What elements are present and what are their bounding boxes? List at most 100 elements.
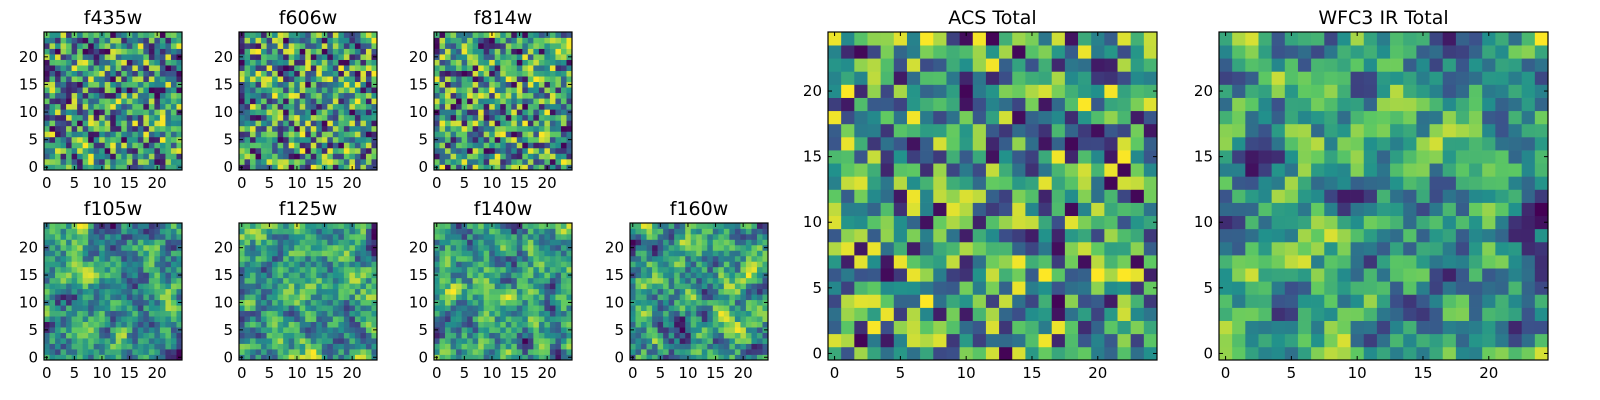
heatmap-cell [696,228,703,235]
heatmap-cell [49,338,56,344]
heatmap-cell [77,332,83,339]
heatmap-cell [305,228,312,235]
heatmap-cell [170,261,177,268]
heatmap-cell [527,343,534,350]
heatmap-cell [316,228,323,235]
heatmap-cell [472,272,479,279]
heatmap-cell [371,142,378,149]
heatmap-cell [707,223,714,229]
heatmap-cell [165,299,172,306]
heatmap-cell [170,142,177,149]
heatmap-cell [489,158,496,165]
heatmap-cell [494,48,501,55]
heatmap-cell [349,125,356,132]
heatmap-cell [77,109,83,116]
heatmap-cell [434,76,440,83]
heatmap-cell [277,228,284,235]
heatmap-cell [734,305,741,312]
heatmap-cell [121,43,128,49]
heatmap-cell [511,332,518,339]
heatmap-cell [255,354,262,361]
heatmap-cell [483,343,490,350]
heatmap-cell [841,346,855,361]
heatmap-cell [1143,228,1158,243]
heatmap-cell [310,43,317,49]
heatmap-cell [478,310,485,317]
heatmap-cell [365,164,372,171]
heatmap-cell [82,125,89,132]
heatmap-cell [170,109,177,116]
heatmap-cell [343,332,350,339]
heatmap-cell [511,244,518,251]
heatmap-cell [288,48,295,55]
heatmap-cell [170,87,177,94]
heatmap-cell [527,76,534,83]
heatmap-cell [88,153,95,160]
heatmap-cell [250,48,256,55]
heatmap-cell [478,81,485,88]
heatmap-cell [1038,333,1053,348]
heatmap-cell [854,294,868,308]
heatmap-cell [1091,333,1105,348]
heatmap-cell [516,54,523,60]
heatmap-cell [165,142,172,149]
heatmap-cell [170,223,177,229]
heatmap-cell [1025,228,1039,243]
heatmap-cell [439,316,446,322]
heatmap-cell [533,272,540,279]
heatmap-cell [316,338,323,344]
heatmap-cell [159,338,166,344]
heatmap-cell [126,59,133,66]
heatmap-cell [93,233,100,240]
heatmap-cell [310,277,317,284]
heatmap-cell [707,261,714,268]
heatmap-cell [93,37,100,44]
heatmap-cell [371,92,378,99]
heatmap-cell [500,59,507,66]
heatmap-cell [522,48,529,55]
heatmap-cell [668,305,675,312]
x-tick-label: 10 [92,174,111,192]
heatmap-cell [729,288,736,295]
heatmap-cell [60,142,67,149]
heatmap-cell [371,120,378,127]
heatmap-cell [126,136,133,143]
heatmap-cell [66,131,72,138]
heatmap-cell [261,37,267,44]
heatmap-cell [734,250,741,257]
heatmap-cell [972,241,987,256]
heatmap-cell [44,277,50,284]
heatmap-cell [371,294,378,301]
heatmap-cell [49,120,56,127]
heatmap-cell [434,332,440,339]
heatmap-cell [434,98,440,105]
heatmap-cell [143,43,150,49]
heatmap-cell [516,92,523,99]
heatmap-cell [49,92,56,99]
heatmap-cell [679,233,686,240]
heatmap-cell [60,283,67,290]
heatmap-cell [906,163,921,177]
heatmap-cell [305,81,312,88]
heatmap-cell [272,233,278,240]
heatmap-cell [527,59,534,66]
heatmap-cell [674,327,681,333]
heatmap-cell [566,125,573,132]
heatmap-cell [527,142,534,149]
heatmap-cell [566,87,573,94]
heatmap-cell [439,283,446,290]
heatmap-cell [165,76,172,83]
heatmap-cell [343,158,350,165]
heatmap-cell [472,299,479,306]
heatmap-cell [516,48,523,55]
heatmap-cell [115,92,122,99]
heatmap-cell [635,239,642,246]
heatmap-cell [522,332,529,339]
heatmap-cell [338,255,345,262]
heatmap-cell [104,299,111,306]
heatmap-cell [277,81,284,88]
heatmap-cell [294,338,301,344]
heatmap-cell [316,131,323,138]
heatmap-cell [712,299,719,306]
heatmap-cell [66,164,72,171]
